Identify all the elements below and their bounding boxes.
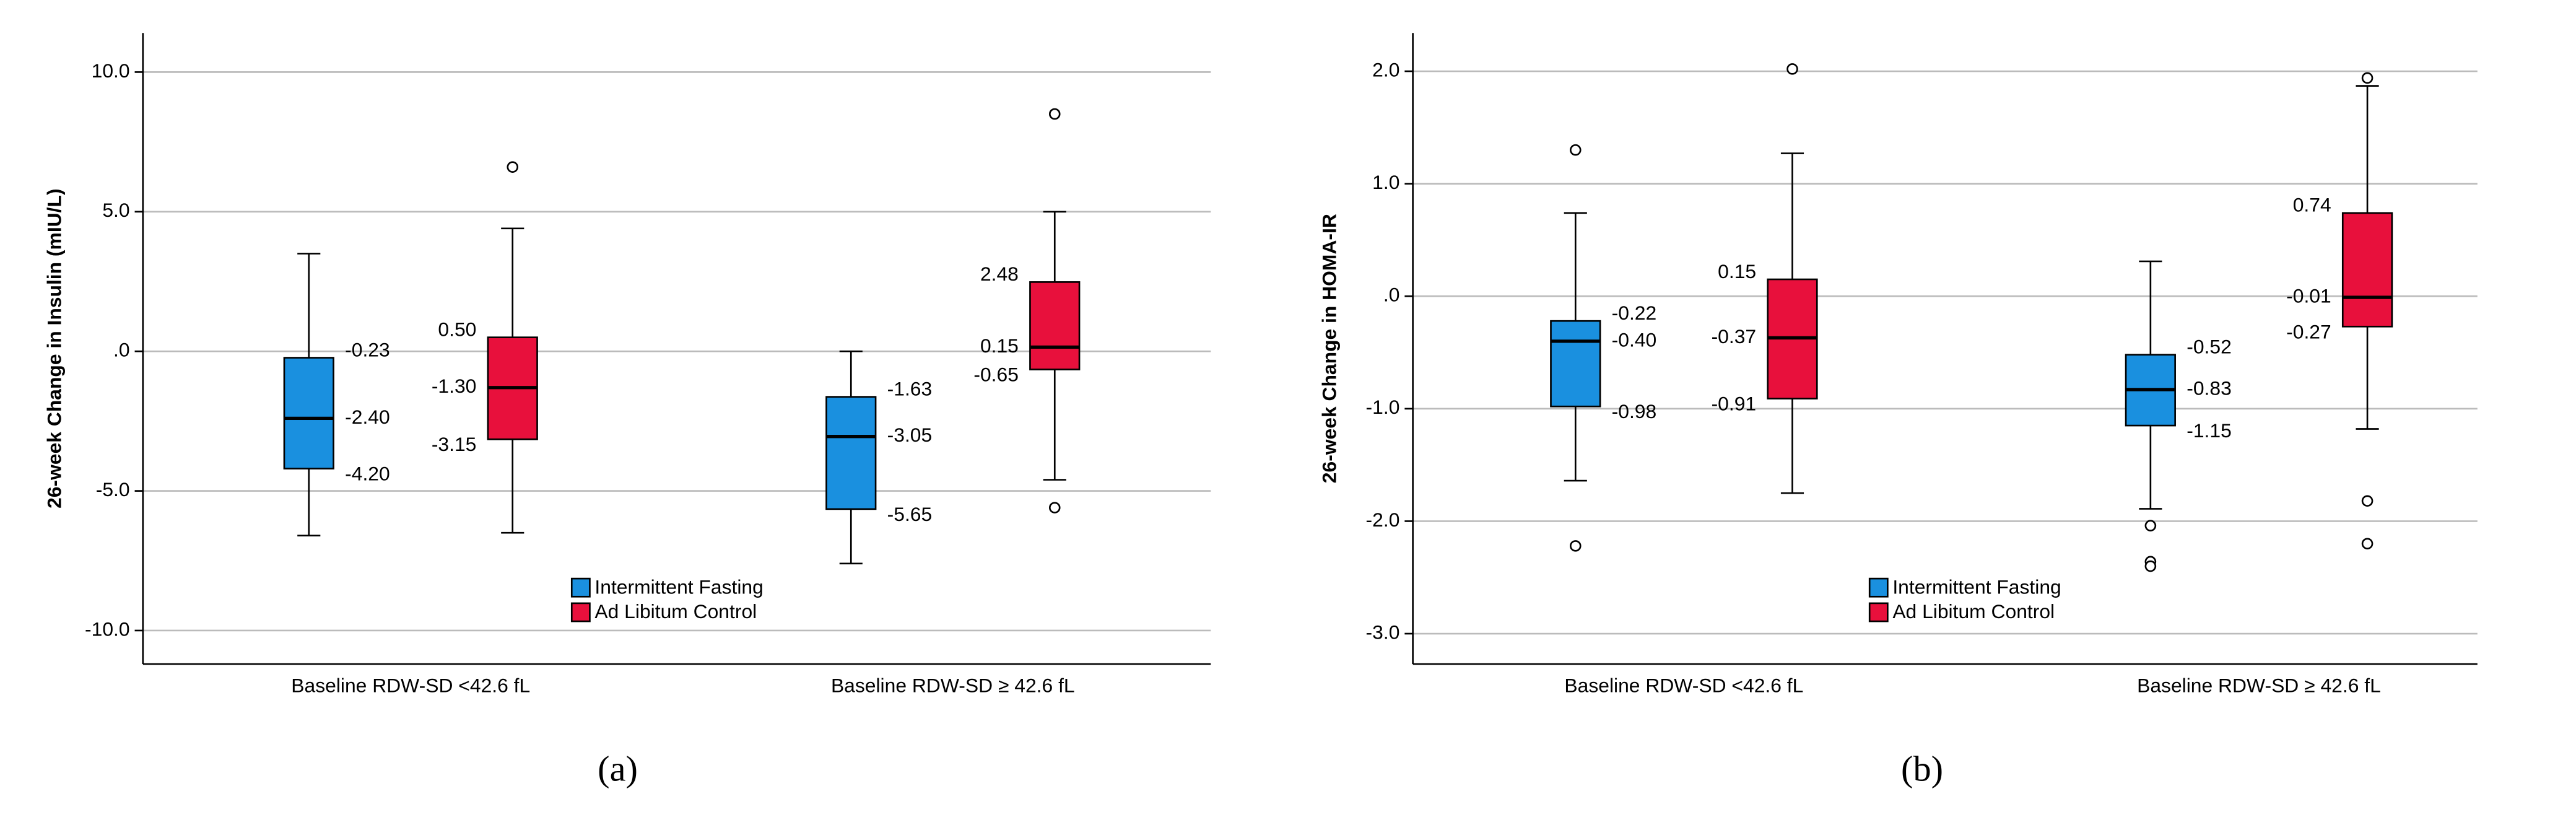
box — [1550, 320, 1601, 408]
value-label: -1.63 — [887, 377, 933, 400]
value-label: -0.98 — [1612, 400, 1657, 422]
chart-panel: 2.0 1.0 .0 -1.0 -2.0 -3.0 26-week Change in HO… — [1318, 33, 2478, 789]
value-label: -0.65 — [973, 363, 1019, 385]
value-label: -0.23 — [345, 338, 390, 360]
value-label: -0.91 — [1712, 392, 1757, 414]
y-tick-label: -2.0 — [1366, 509, 1400, 531]
outlier — [1786, 63, 1798, 75]
outlier — [1570, 540, 1582, 552]
value-label: 0.50 — [438, 318, 476, 340]
y-tick-label: -3.0 — [1366, 621, 1400, 643]
y-tick-label: 5.0 — [102, 199, 129, 221]
value-label: -0.40 — [1612, 328, 1657, 351]
outlier — [1048, 108, 1061, 120]
value-label: -4.20 — [345, 463, 390, 485]
value-label: 0.15 — [1718, 260, 1756, 282]
legend-swatch — [1868, 602, 1889, 623]
x-tick-label: Baseline RDW-SD ≥ 42.6 fL — [831, 675, 1075, 697]
value-label: -1.30 — [432, 375, 477, 397]
y-tick-label: 10.0 — [92, 59, 130, 82]
value-label: -2.40 — [345, 406, 390, 428]
outlier — [2144, 560, 2157, 572]
value-label: -5.65 — [887, 503, 933, 525]
outlier — [2361, 495, 2374, 507]
value-label: 0.74 — [2293, 194, 2331, 216]
box — [1029, 281, 1081, 370]
value-label: -0.83 — [2187, 377, 2232, 399]
legend-label: Ad Libitum Control — [594, 600, 757, 623]
legend-label: Intermittent Fasting — [594, 575, 763, 598]
value-label: -0.37 — [1712, 325, 1757, 347]
y-tick-label: .0 — [1383, 284, 1400, 306]
outlier — [1048, 502, 1061, 513]
caption: (a) — [598, 749, 638, 789]
value-label: 2.48 — [980, 263, 1019, 285]
caption: (b) — [1901, 749, 1943, 789]
y-tick-label: 1.0 — [1372, 171, 1399, 193]
legend-label: Ad Libitum Control — [1892, 600, 2055, 623]
value-label: -3.05 — [887, 424, 933, 446]
value-label: -1.15 — [2187, 419, 2232, 442]
value-label: -0.01 — [2286, 284, 2331, 307]
outlier — [2144, 520, 2157, 531]
x-tick-label: Baseline RDW-SD <42.6 fL — [291, 675, 530, 697]
value-label: -3.15 — [432, 433, 477, 455]
box — [283, 357, 334, 470]
value-label: 0.15 — [980, 334, 1019, 357]
outlier — [2361, 72, 2374, 84]
legend-swatch — [570, 577, 591, 598]
outlier — [2361, 538, 2374, 550]
value-label: -0.27 — [2286, 320, 2331, 343]
y-axis-label: 26-week Change in Insulin (mIU/L) — [43, 188, 66, 508]
chart-panel: 10.0 5.0 .0 -5.0 -10.0 26-week Change in Insu… — [43, 33, 1211, 789]
legend-label: Intermittent Fasting — [1892, 575, 2061, 598]
y-axis-label: 26-week Change in HOMA-IR — [1318, 214, 1340, 483]
y-tick-label: 2.0 — [1372, 58, 1399, 81]
x-tick-label: Baseline RDW-SD ≥ 42.6 fL — [2137, 675, 2381, 697]
outlier — [507, 161, 519, 173]
outlier — [1570, 144, 1582, 156]
y-tick-label: .0 — [113, 339, 130, 361]
y-tick-label: -5.0 — [96, 478, 130, 500]
box — [2341, 212, 2393, 328]
y-tick-label: -10.0 — [85, 618, 130, 640]
value-label: -0.52 — [2187, 335, 2232, 357]
y-tick-label: -1.0 — [1366, 396, 1400, 418]
legend-swatch — [1868, 577, 1889, 598]
value-label: -0.22 — [1612, 302, 1657, 324]
box — [825, 396, 877, 510]
x-tick-label: Baseline RDW-SD <42.6 fL — [1564, 675, 1803, 697]
legend-swatch — [570, 602, 591, 623]
